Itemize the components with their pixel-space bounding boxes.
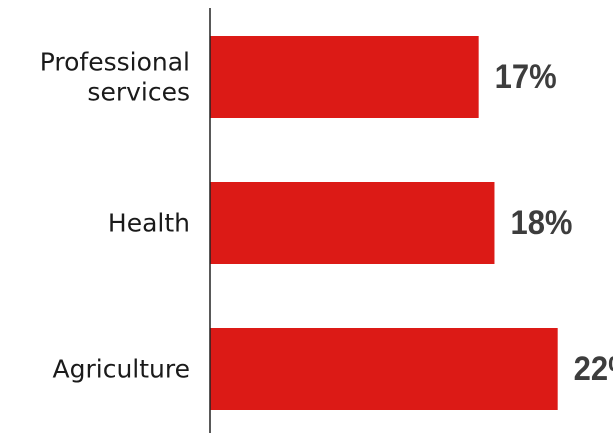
category-label: Health (108, 209, 190, 238)
category-label-line: Agriculture (53, 355, 191, 384)
bar-professional-services (210, 36, 479, 118)
value-label: 22% (574, 350, 613, 388)
bar-agriculture (210, 328, 558, 410)
bar-health (210, 182, 495, 264)
category-label: Agriculture (53, 355, 191, 384)
category-label-line: services (87, 78, 190, 107)
value-label: 18% (510, 204, 572, 242)
category-label-line: Professional (40, 48, 190, 77)
category-label-line: Health (108, 209, 190, 238)
bars-layer (210, 36, 558, 410)
category-label: Professional services (40, 48, 190, 107)
value-label: 17% (495, 58, 557, 96)
